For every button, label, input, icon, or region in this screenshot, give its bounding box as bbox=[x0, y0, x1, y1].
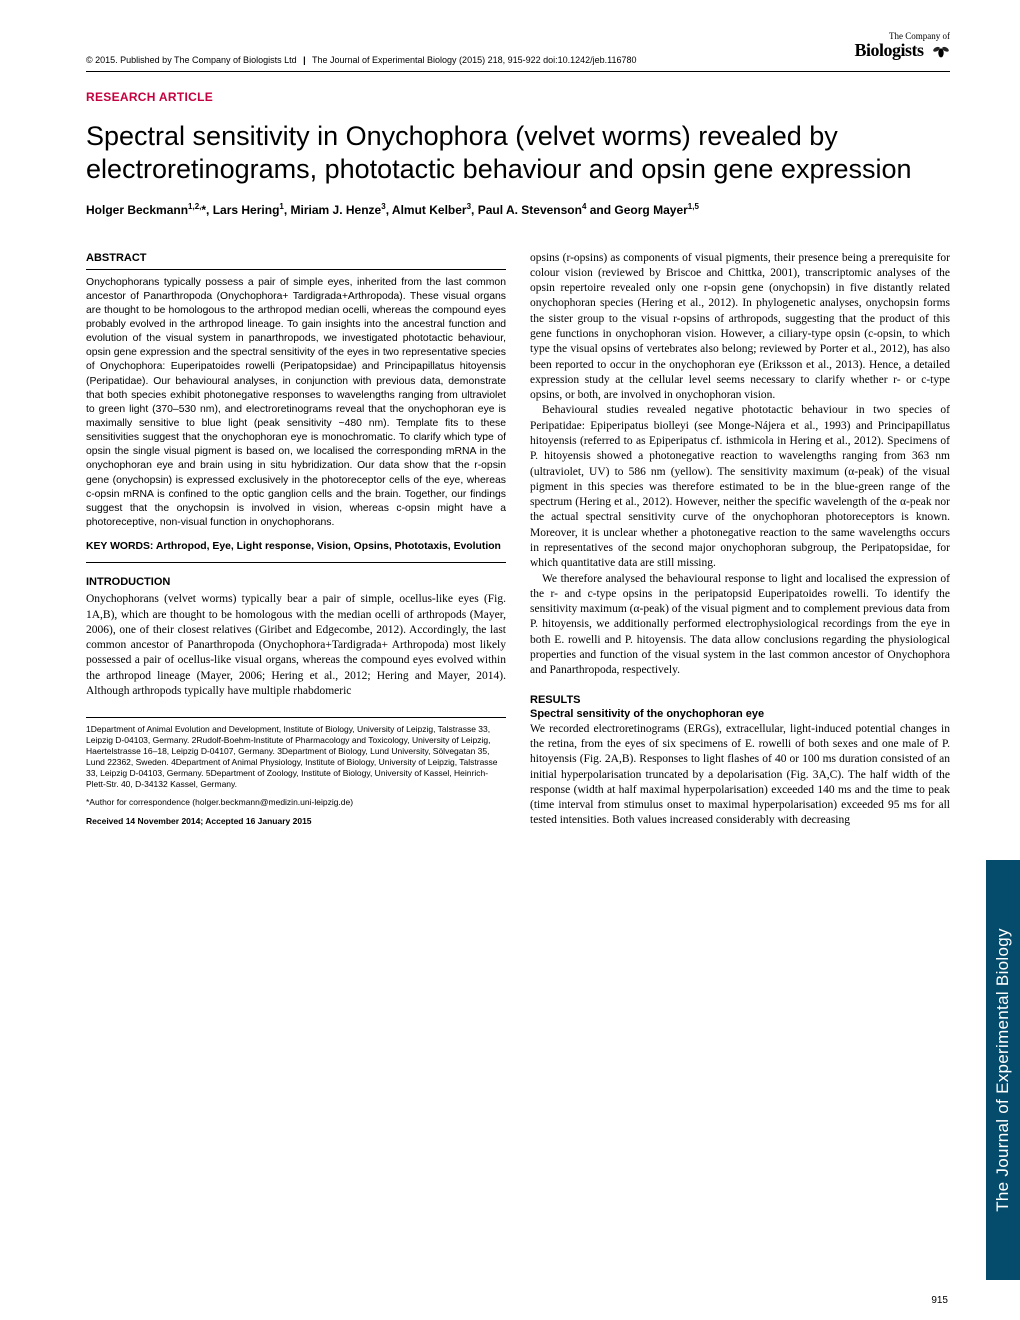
intro-para-1: Onychophorans (velvet worms) typically b… bbox=[86, 592, 506, 699]
header-citation: © 2015. Published by The Company of Biol… bbox=[86, 55, 637, 65]
left-column: ABSTRACT Onychophorans typically possess… bbox=[86, 251, 506, 836]
author-list: Holger Beckmann1,2,*, Lars Hering1, Miri… bbox=[86, 202, 950, 217]
article-title: Spectral sensitivity in Onychophora (vel… bbox=[86, 120, 950, 186]
affiliations-block: 1Department of Animal Evolution and Deve… bbox=[86, 717, 506, 827]
two-column-body: ABSTRACT Onychophorans typically possess… bbox=[86, 251, 950, 836]
page-number: 915 bbox=[931, 1295, 948, 1306]
abstract-rule-top bbox=[86, 269, 506, 270]
col2-para-2: Behavioural studies revealed negative ph… bbox=[530, 403, 950, 571]
abstract-text: Onychophorans typically possess a pair o… bbox=[86, 276, 506, 531]
correspondence: *Author for correspondence (holger.beckm… bbox=[86, 797, 506, 808]
results-heading: RESULTS bbox=[530, 693, 950, 708]
affiliations-text: 1Department of Animal Evolution and Deve… bbox=[86, 724, 506, 789]
introduction-heading: INTRODUCTION bbox=[86, 575, 506, 590]
logo-bottom-line: Biologists bbox=[855, 40, 924, 60]
running-header: © 2015. Published by The Company of Biol… bbox=[86, 36, 950, 72]
publisher-logo: The Company of Biologists bbox=[855, 32, 950, 61]
col2-para-1: opsins (r-opsins) as components of visua… bbox=[530, 251, 950, 404]
received-accepted-dates: Received 14 November 2014; Accepted 16 J… bbox=[86, 816, 506, 827]
journal-ref: The Journal of Experimental Biology (201… bbox=[312, 55, 637, 65]
abstract-heading: ABSTRACT bbox=[86, 251, 506, 266]
fly-icon bbox=[932, 43, 950, 61]
page-container: © 2015. Published by The Company of Biol… bbox=[0, 0, 1020, 855]
results-subheading: Spectral sensitivity of the onychophoran… bbox=[530, 707, 950, 722]
sidebar-label: The Journal of Experimental Biology bbox=[993, 928, 1013, 1212]
article-type-label: RESEARCH ARTICLE bbox=[86, 90, 950, 104]
introduction-body: Onychophorans (velvet worms) typically b… bbox=[86, 592, 506, 699]
results-para-1: We recorded electroretinograms (ERGs), e… bbox=[530, 722, 950, 829]
abstract-rule-bottom bbox=[86, 562, 506, 563]
header-separator: | bbox=[303, 55, 306, 65]
copyright-text: © 2015. Published by The Company of Biol… bbox=[86, 55, 297, 65]
keywords: KEY WORDS: Arthropod, Eye, Light respons… bbox=[86, 540, 506, 554]
right-column: opsins (r-opsins) as components of visua… bbox=[530, 251, 950, 836]
journal-sidebar-tab: The Journal of Experimental Biology bbox=[986, 860, 1020, 1280]
col2-para-3: We therefore analysed the behavioural re… bbox=[530, 572, 950, 679]
